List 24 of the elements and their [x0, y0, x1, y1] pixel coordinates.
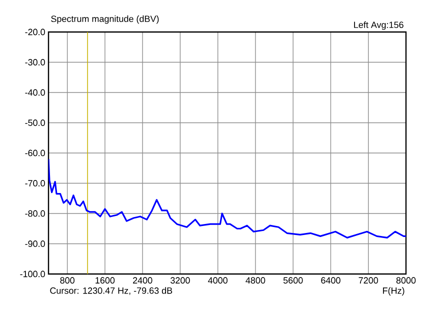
- x-tick-label: 8000: [396, 277, 416, 284]
- x-tick-label: 1600: [96, 277, 115, 284]
- x-tick-label: 5600: [283, 277, 303, 284]
- y-tick-label: -60.0: [25, 150, 45, 156]
- x-tick-label: 4000: [208, 277, 228, 284]
- line-series: [48, 158, 406, 238]
- y-tick-label: -90.0: [25, 240, 45, 247]
- x-tick-label: 3200: [170, 277, 190, 284]
- text: Cursor: 1230.47 Hz, -79.63 dB: [50, 287, 172, 295]
- chart-subtitle: Left Avg:156: [354, 21, 404, 30]
- y-tick-label: -80.0: [25, 210, 45, 217]
- y-tick-label: -20.0: [25, 28, 45, 36]
- x-tick-label: 2400: [133, 277, 152, 284]
- x-tick-label: 6400: [321, 277, 340, 284]
- y-tick-label: -40.0: [25, 89, 45, 96]
- x-tick-label: 800: [60, 277, 74, 284]
- y-tick-label: -70.0: [25, 180, 45, 186]
- y-tick-label: -50.0: [25, 120, 45, 126]
- x-axis-title: F(Hz): [383, 287, 404, 296]
- x-tick-label: 4800: [246, 277, 266, 284]
- y-tick-label: -30.0: [25, 59, 45, 66]
- chart-title: Spectrum magnitude (dBV): [51, 15, 159, 24]
- x-tick-label: 7200: [358, 277, 378, 284]
- y-tick-label: -100.0: [20, 270, 45, 278]
